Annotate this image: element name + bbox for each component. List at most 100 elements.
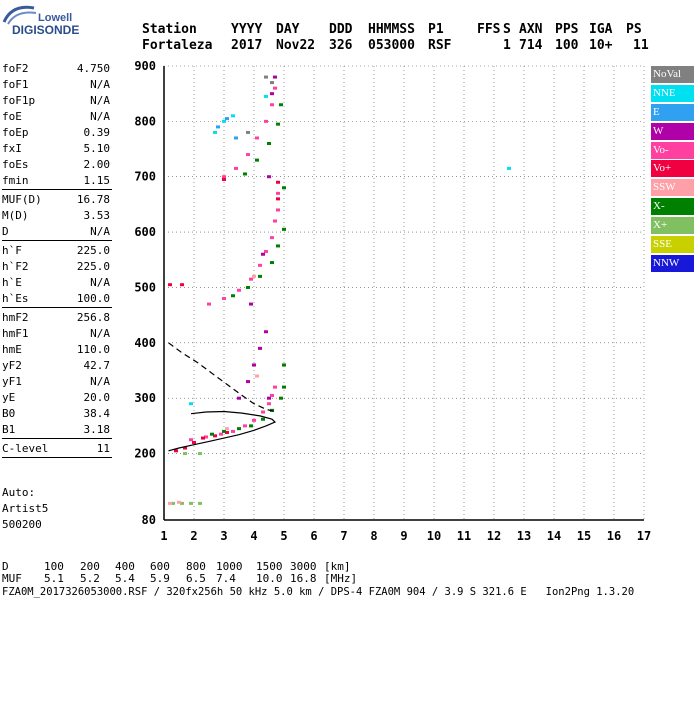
- param-group-critical-frequencies: foF2 4.750 foF1 N/A foF1p N/A foE N/A foEp 0.39 fx…: [2, 60, 110, 188]
- param-row: D N/A: [2, 223, 110, 239]
- param-row: fxI 5.10: [2, 140, 110, 156]
- param-value: 110.0: [76, 343, 110, 356]
- footer-muf-unit: [MHz]: [324, 572, 358, 585]
- footer-muf-value: 5.1: [44, 572, 64, 585]
- legend-entry: X-: [651, 198, 694, 216]
- param-row: hmF2 256.8: [2, 309, 110, 325]
- param-value: N/A: [90, 78, 110, 91]
- echo-point: [264, 249, 268, 253]
- footer-distance-row: D 100 200 400 600 800 1000 1500 3000 [km…: [2, 560, 351, 703]
- param-row: yF1 N/A: [2, 373, 110, 389]
- param-row: fmin 1.15: [2, 172, 110, 188]
- param-name: foEp: [2, 126, 29, 139]
- param-value: 225.0: [76, 244, 110, 257]
- echo-point: [222, 119, 226, 123]
- echo-point: [267, 402, 271, 406]
- echo-point: [258, 346, 262, 350]
- header-label: P1: [428, 22, 444, 37]
- header-label: S: [503, 22, 511, 37]
- footer-muf-value: 16.8: [290, 572, 317, 585]
- param-group-profile: hmF2 256.8 hmF1 N/A hmE 110.0 yF2 42.7 yF1 N/A yE 2…: [2, 309, 110, 437]
- echo-point: [189, 438, 193, 442]
- header-value: 1: [503, 38, 511, 53]
- echo-point: [210, 432, 214, 436]
- header-label: HHMMSS: [368, 22, 415, 37]
- param-row: B1 3.18: [2, 421, 110, 437]
- echo-point: [171, 501, 175, 505]
- echo-point: [270, 81, 274, 85]
- echo-point: [213, 130, 217, 134]
- x-tick-label: 11: [457, 529, 471, 543]
- param-name: yE: [2, 391, 16, 404]
- ionogram-chart: 1 2 3 4 5 6 7 8 9 10 11 12 13 14 15 16 17802003004005006…: [134, 59, 651, 543]
- param-name: fxI: [2, 142, 22, 155]
- x-tick-label: 6: [310, 529, 317, 543]
- param-name: B1: [2, 423, 16, 436]
- x-tick-label: 17: [637, 529, 651, 543]
- footer-d-value: 400: [115, 560, 135, 573]
- footer-d-label: D: [2, 560, 9, 573]
- echo-point: [183, 452, 187, 456]
- echo-point: [282, 385, 286, 389]
- param-name: hmF1: [2, 327, 29, 340]
- param-name: h`Es: [2, 292, 29, 305]
- echo-point: [180, 283, 184, 287]
- param-value: 2.00: [83, 158, 111, 171]
- header-label: YYYY: [231, 22, 263, 37]
- echo-point: [222, 175, 226, 179]
- footer-muf-label: MUF: [2, 572, 22, 585]
- param-value: 3.53: [83, 209, 111, 222]
- echo-point: [261, 410, 265, 414]
- echo-point: [198, 501, 202, 505]
- echo-point: [231, 114, 235, 118]
- echo-point: [189, 501, 193, 505]
- x-tick-label: 4: [250, 529, 257, 543]
- echo-point: [180, 501, 184, 505]
- y-tick-label: 400: [134, 336, 156, 350]
- footer-d-value: 200: [80, 560, 100, 573]
- echo-point: [189, 402, 193, 406]
- legend-entry: Vo-: [651, 141, 694, 159]
- param-name: D: [2, 225, 9, 238]
- echo-point: [219, 432, 223, 436]
- y-tick-label: 600: [134, 225, 156, 239]
- header-value: 11: [633, 38, 649, 53]
- param-name: foF1p: [2, 94, 36, 107]
- echo-point: [249, 302, 253, 306]
- param-row: yF2 42.7: [2, 357, 110, 373]
- param-name: h`F2: [2, 260, 29, 273]
- echo-point: [249, 277, 253, 281]
- header-value: 326: [329, 38, 353, 53]
- param-name: foF1: [2, 78, 29, 91]
- param-row: foEs 2.00: [2, 156, 110, 172]
- y-tick-label: 500: [134, 280, 156, 294]
- param-value: 16.78: [76, 193, 110, 206]
- param-name: foEs: [2, 158, 29, 171]
- header-label: FFS: [477, 22, 501, 37]
- header-value: 053000: [368, 38, 415, 53]
- y-tick-label: 300: [134, 391, 156, 405]
- param-row: h`F2 225.0: [2, 258, 110, 274]
- echo-point: [246, 380, 250, 384]
- echo-point: [168, 501, 172, 505]
- param-value: 100.0: [76, 292, 110, 305]
- echo-point: [273, 86, 277, 90]
- echo-point: [252, 274, 256, 278]
- header-label: Station: [142, 22, 197, 37]
- echo-point: [270, 261, 274, 265]
- logo-arc-icon: [2, 5, 37, 25]
- param-value: 38.4: [83, 407, 111, 420]
- echo-point: [246, 153, 250, 157]
- param-row: C-level 11: [2, 440, 110, 456]
- footer-muf-value: 7.4: [216, 572, 236, 585]
- param-value: 225.0: [76, 260, 110, 273]
- legend-entry: Vo+: [651, 160, 694, 178]
- x-tick-label: 14: [547, 529, 561, 543]
- x-tick-label: 1: [160, 529, 167, 543]
- param-name: B0: [2, 407, 16, 420]
- param-name: foE: [2, 110, 22, 123]
- echo-point: [198, 452, 202, 456]
- echo-point: [261, 252, 265, 256]
- param-value: N/A: [90, 110, 110, 123]
- echo-point: [243, 424, 247, 428]
